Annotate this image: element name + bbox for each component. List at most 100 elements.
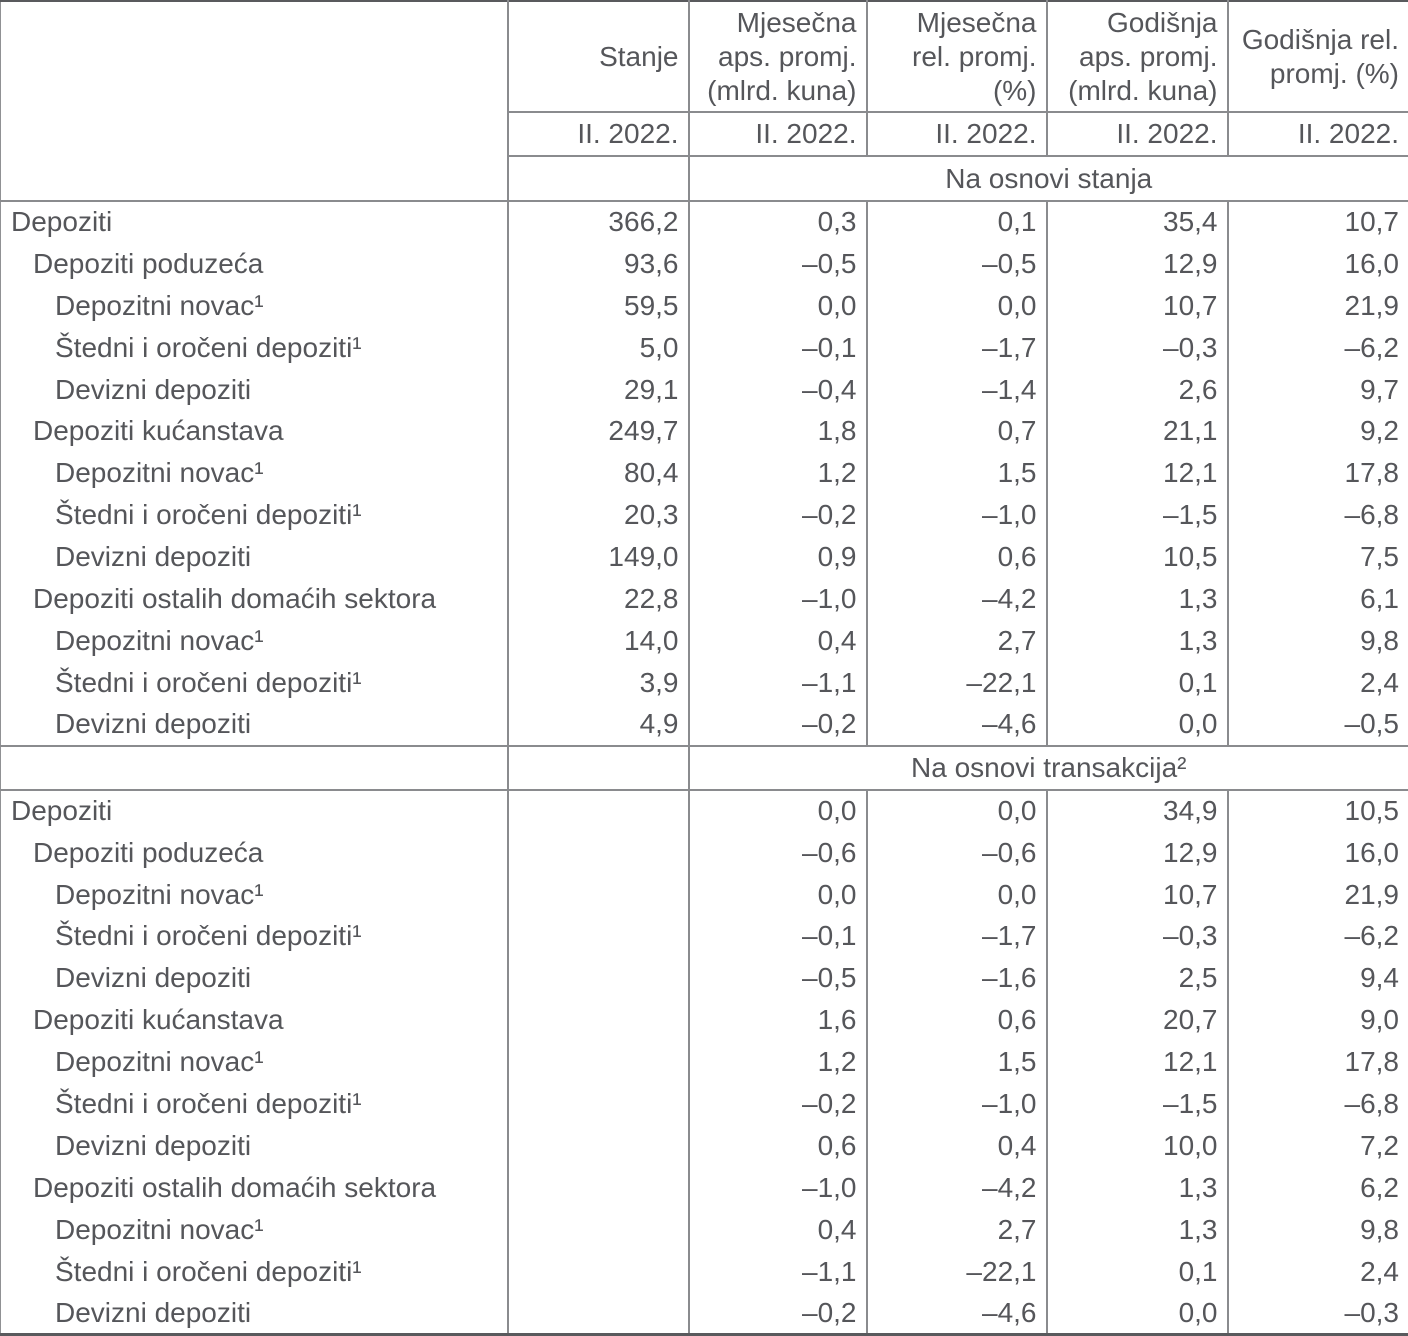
- value-cell: 0,9: [687, 536, 867, 579]
- table-row: Devizni depoziti 4,9 –0,2 –4,6 0,0 –0,5: [1, 703, 1408, 746]
- section-na-osnovi-transakcija: Depoziti 0,0 0,0 34,9 10,5 Depoziti poduzeća –…: [1, 789, 1408, 1335]
- value-cell: 9,2: [1226, 410, 1408, 453]
- column-header-stanje: Stanje: [506, 1, 689, 113]
- value-cell: –1,5: [1045, 1083, 1228, 1125]
- table-row: Devizni depoziti 0,6 0,4 10,0 7,2: [1, 1124, 1408, 1167]
- row-label: Štedni i oročeni depoziti¹: [55, 1088, 362, 1120]
- row-label: Depoziti kućanstava: [33, 1004, 284, 1036]
- value-cell: 12,1: [1045, 1041, 1228, 1084]
- corner-cell: [0, 1, 508, 202]
- row-label: Depoziti ostalih domaćih sektora: [33, 1171, 437, 1203]
- column-header-godisnja-aps: Godišnja aps. promj. (mlrd. kuna): [1045, 1, 1228, 113]
- value-cell: 1,3: [1045, 1166, 1228, 1209]
- value-cell: 1,3: [1045, 578, 1228, 620]
- value-cell: 7,2: [1226, 1124, 1408, 1167]
- table-row: Štedni i oročeni depoziti¹ –0,1 –1,7 –0,3 –6…: [1, 915, 1408, 958]
- value-cell: 1,8: [687, 410, 867, 453]
- table-row: Depozitni novac¹ 59,5 0,0 0,0 10,7 21,9: [1, 284, 1408, 327]
- section-band-label: Na osnovi stanja: [687, 156, 1408, 202]
- section-band-row-stanja: Na osnovi stanja: [1, 156, 1408, 202]
- value-cell: 7,5: [1226, 536, 1408, 579]
- value-cell: 2,6: [1045, 368, 1228, 411]
- row-label: Depozitni novac¹: [55, 289, 264, 321]
- band-spacer-cell: [506, 156, 689, 202]
- table-row: Devizni depoziti 29,1 –0,4 –1,4 2,6 9,7: [1, 368, 1408, 411]
- period-cell: II. 2022.: [1045, 112, 1228, 157]
- value-cell: –0,2: [687, 494, 867, 537]
- value-cell: –1,7: [865, 326, 1047, 369]
- section-band-row-transakcija: Na osnovi transakcija²: [0, 744, 1408, 791]
- value-cell: [506, 1292, 689, 1335]
- row-label: Depozitni novac¹: [55, 624, 264, 656]
- row-label: Depoziti: [11, 206, 113, 238]
- value-cell: –0,6: [687, 831, 867, 874]
- value-cell: 16,0: [1226, 831, 1408, 874]
- value-cell: –6,8: [1226, 494, 1408, 537]
- value-cell: 2,7: [865, 619, 1047, 662]
- value-cell: 12,9: [1045, 831, 1228, 874]
- value-cell: –4,6: [865, 703, 1047, 746]
- value-cell: –0,2: [687, 1292, 867, 1335]
- value-cell: 9,8: [1226, 619, 1408, 662]
- column-header-mjesecna-rel: Mjesečna rel. promj. (%): [865, 1, 1047, 113]
- section-band-label: Na osnovi transakcija²: [687, 744, 1408, 791]
- value-cell: 21,1: [1045, 410, 1228, 453]
- value-cell: –4,2: [865, 578, 1047, 620]
- value-cell: 0,1: [1045, 661, 1228, 704]
- row-label: Depozitni novac¹: [55, 878, 264, 910]
- row-label: Devizni depoziti: [55, 373, 252, 405]
- table-row: Štedni i oročeni depoziti¹ –0,2 –1,0 –1,5 –6…: [1, 1083, 1408, 1125]
- table-row: Štedni i oročeni depoziti¹ 3,9 –1,1 –22,1 0,…: [1, 661, 1408, 704]
- value-cell: 249,7: [506, 410, 689, 453]
- table-row: Depozitni novac¹ 0,0 0,0 10,7 21,9: [1, 873, 1408, 916]
- value-cell: 0,0: [865, 284, 1047, 327]
- value-cell: 2,7: [865, 1208, 1047, 1251]
- table-row: Štedni i oročeni depoziti¹ –1,1 –22,1 0,1 2,…: [1, 1250, 1408, 1293]
- value-cell: 17,8: [1226, 452, 1408, 495]
- value-cell: 10,0: [1045, 1124, 1228, 1167]
- value-cell: 0,0: [865, 789, 1047, 832]
- row-label: Štedni i oročeni depoziti¹: [55, 920, 362, 952]
- value-cell: 2,4: [1226, 661, 1408, 704]
- value-cell: 20,7: [1045, 999, 1228, 1042]
- value-cell: 5,0: [506, 326, 689, 369]
- value-cell: 9,8: [1226, 1208, 1408, 1251]
- period-cell: II. 2022.: [865, 112, 1047, 157]
- row-label: Depoziti ostalih domaćih sektora: [33, 582, 437, 614]
- value-cell: 0,6: [865, 999, 1047, 1042]
- value-cell: –0,3: [1045, 326, 1228, 369]
- value-cell: 0,3: [687, 201, 867, 243]
- value-cell: 9,7: [1226, 368, 1408, 411]
- table-row: Depozitni novac¹ 80,4 1,2 1,5 12,1 17,8: [1, 452, 1408, 495]
- value-cell: 0,6: [865, 536, 1047, 579]
- value-cell: 9,4: [1226, 957, 1408, 1000]
- value-cell: 1,3: [1045, 619, 1228, 662]
- row-label: Depoziti poduzeća: [33, 836, 264, 868]
- value-cell: [506, 1166, 689, 1209]
- value-cell: –4,2: [865, 1166, 1047, 1209]
- table-row: Depoziti poduzeća 93,6 –0,5 –0,5 12,9 16,0: [1, 242, 1408, 285]
- value-cell: 1,2: [687, 452, 867, 495]
- row-label: Devizni depoziti: [55, 1296, 252, 1328]
- value-cell: 1,2: [687, 1041, 867, 1084]
- value-cell: 35,4: [1045, 201, 1228, 243]
- header-period-row: II. 2022. II. 2022. II. 2022. II. 2022. …: [1, 112, 1408, 157]
- value-cell: –6,2: [1226, 915, 1408, 958]
- value-cell: –0,5: [1226, 703, 1408, 746]
- value-cell: 1,5: [865, 1041, 1047, 1084]
- period-cell: II. 2022.: [687, 112, 867, 157]
- value-cell: –6,2: [1226, 326, 1408, 369]
- row-label: Depoziti kućanstava: [33, 415, 284, 447]
- value-cell: 0,0: [687, 873, 867, 916]
- value-cell: 0,0: [865, 873, 1047, 916]
- value-cell: –6,8: [1226, 1083, 1408, 1125]
- row-label: Devizni depoziti: [55, 962, 252, 994]
- value-cell: 1,3: [1045, 1208, 1228, 1251]
- value-cell: 6,2: [1226, 1166, 1408, 1209]
- value-cell: 0,4: [865, 1124, 1047, 1167]
- value-cell: 2,5: [1045, 957, 1228, 1000]
- value-cell: 93,6: [506, 242, 689, 285]
- value-cell: –1,0: [687, 1166, 867, 1209]
- table-row: Depoziti 0,0 0,0 34,9 10,5: [1, 789, 1408, 832]
- value-cell: 80,4: [506, 452, 689, 495]
